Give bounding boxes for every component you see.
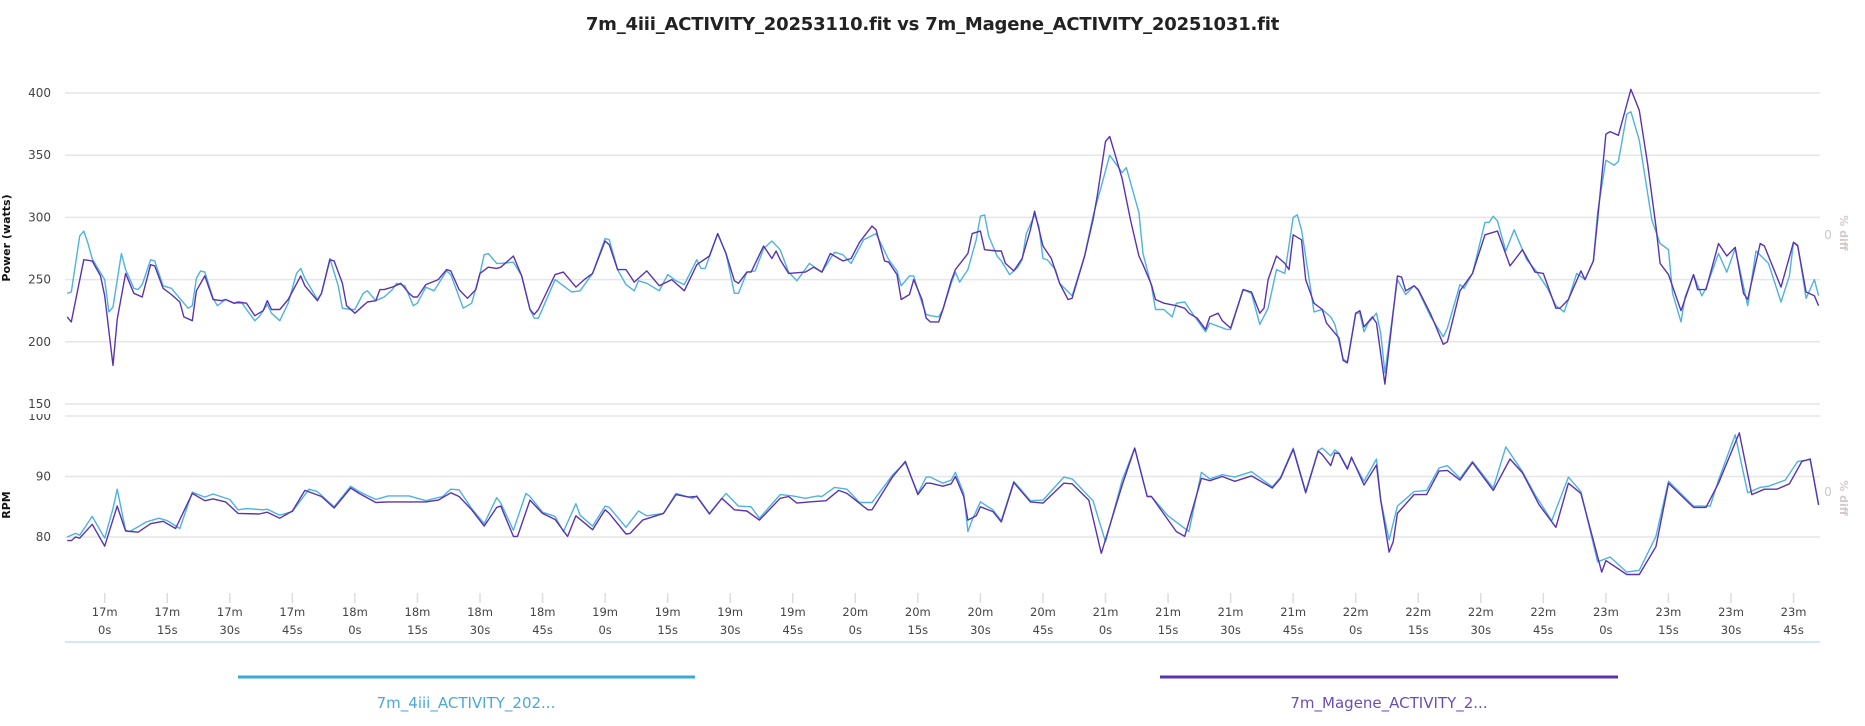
- x-tick-label-seconds: 45s: [532, 623, 553, 637]
- rpm-y-tick-label: 90: [36, 470, 51, 484]
- x-tick-label-minutes: 20m: [842, 605, 868, 619]
- series-layer: [66, 88, 1820, 576]
- x-tick-label-minutes: 19m: [717, 605, 743, 619]
- x-tick-label-seconds: 15s: [1408, 623, 1429, 637]
- x-tick-label-seconds: 30s: [970, 623, 991, 637]
- x-tick-label-seconds: 30s: [1220, 623, 1241, 637]
- gridlines: [65, 92, 1820, 538]
- x-tick-label-minutes: 20m: [905, 605, 931, 619]
- power-y-tick-label: 400: [28, 86, 51, 100]
- x-tick-label-minutes: 18m: [530, 605, 556, 619]
- x-tick-label-seconds: 30s: [1721, 623, 1742, 637]
- x-tick-label-seconds: 45s: [282, 623, 303, 637]
- legend-item-magene[interactable]: 7m_Magene_ACTIVITY_2...: [1290, 694, 1488, 712]
- x-tick-label-seconds: 45s: [1033, 623, 1054, 637]
- power-magene-line: [66, 88, 1820, 385]
- x-tick-label-minutes: 21m: [1280, 605, 1306, 619]
- x-tick-label-minutes: 17m: [217, 605, 243, 619]
- power-diff-tick: 0: [1824, 228, 1832, 242]
- x-tick-label-minutes: 20m: [967, 605, 993, 619]
- x-tick-label-minutes: 21m: [1218, 605, 1244, 619]
- x-tick-label-minutes: 22m: [1468, 605, 1494, 619]
- x-tick-label-minutes: 18m: [342, 605, 368, 619]
- x-tick-label-seconds: 15s: [1158, 623, 1179, 637]
- x-tick-label-seconds: 0s: [1099, 623, 1112, 637]
- x-tick-label-seconds: 30s: [219, 623, 240, 637]
- x-tick-label-seconds: 45s: [1283, 623, 1304, 637]
- x-tick-label-minutes: 19m: [780, 605, 806, 619]
- x-tick-label-minutes: 19m: [592, 605, 618, 619]
- rpm-magene-line: [67, 432, 1820, 576]
- rpm-y-tick-label: 100: [28, 409, 51, 423]
- x-tick-label-seconds: 45s: [1783, 623, 1804, 637]
- x-tick-label-minutes: 23m: [1593, 605, 1619, 619]
- power-y-tick-label: 350: [28, 148, 51, 162]
- x-tick-label-seconds: 15s: [1658, 623, 1679, 637]
- x-tick-label-seconds: 0s: [348, 623, 361, 637]
- x-tick-label-seconds: 15s: [908, 623, 929, 637]
- x-tick-label-seconds: 15s: [657, 623, 678, 637]
- x-tick-label-seconds: 0s: [849, 623, 862, 637]
- x-tick-label-minutes: 23m: [1781, 605, 1807, 619]
- x-tick-label-minutes: 19m: [655, 605, 681, 619]
- x-tick-label-minutes: 17m: [154, 605, 180, 619]
- x-tick-label-seconds: 0s: [98, 623, 111, 637]
- x-tick-label-minutes: 17m: [92, 605, 118, 619]
- x-tick-label-seconds: 0s: [598, 623, 611, 637]
- legend-item-4iii[interactable]: 7m_4iii_ACTIVITY_202...: [376, 694, 556, 712]
- x-tick-label-seconds: 30s: [1470, 623, 1491, 637]
- power-diff-axis-title: % diff: [1837, 215, 1850, 250]
- x-tick-label-minutes: 23m: [1656, 605, 1682, 619]
- rpm-4iii-line: [66, 434, 1820, 573]
- x-tick-label-seconds: 30s: [720, 623, 741, 637]
- power-y-tick-label: 200: [28, 335, 51, 349]
- rpm-diff-tick: 0: [1824, 485, 1832, 499]
- x-tick-label-minutes: 22m: [1405, 605, 1431, 619]
- x-tick-label-seconds: 15s: [157, 623, 178, 637]
- rpm-y-tick-label: 80: [36, 530, 51, 544]
- x-tick-label-minutes: 18m: [405, 605, 431, 619]
- x-tick-label-minutes: 21m: [1155, 605, 1181, 619]
- x-tick-label-seconds: 0s: [1599, 623, 1612, 637]
- x-tick-label-seconds: 0s: [1349, 623, 1362, 637]
- x-tick-label-minutes: 21m: [1093, 605, 1119, 619]
- power-y-tick-label: 250: [28, 273, 51, 287]
- rpm-diff-axis-title: % diff: [1837, 480, 1850, 515]
- x-tick-label-minutes: 22m: [1530, 605, 1556, 619]
- power-4iii-line: [66, 110, 1820, 374]
- power-axis-title: Power (watts): [0, 194, 13, 281]
- chart-title: 7m_4iii_ACTIVITY_20253110.fit vs 7m_Mage…: [585, 14, 1280, 35]
- x-tick-label-minutes: 20m: [1030, 605, 1056, 619]
- axes: 150 200 250 300 350 400 80 90 100 17m 0s 17m 15s 17m 3…: [28, 86, 1806, 637]
- x-tick-label-seconds: 15s: [407, 623, 428, 637]
- power-y-tick-label: 300: [28, 210, 51, 224]
- x-tick-label-seconds: 45s: [782, 623, 803, 637]
- x-tick-label-minutes: 17m: [279, 605, 305, 619]
- x-tick-label-minutes: 22m: [1343, 605, 1369, 619]
- x-tick-label-seconds: 30s: [470, 623, 491, 637]
- power-y-tick-label: 150: [28, 397, 51, 411]
- rpm-axis-title: RPM: [0, 491, 13, 518]
- x-tick-label-minutes: 18m: [467, 605, 493, 619]
- x-tick-label-seconds: 45s: [1533, 623, 1554, 637]
- x-tick-label-minutes: 23m: [1718, 605, 1744, 619]
